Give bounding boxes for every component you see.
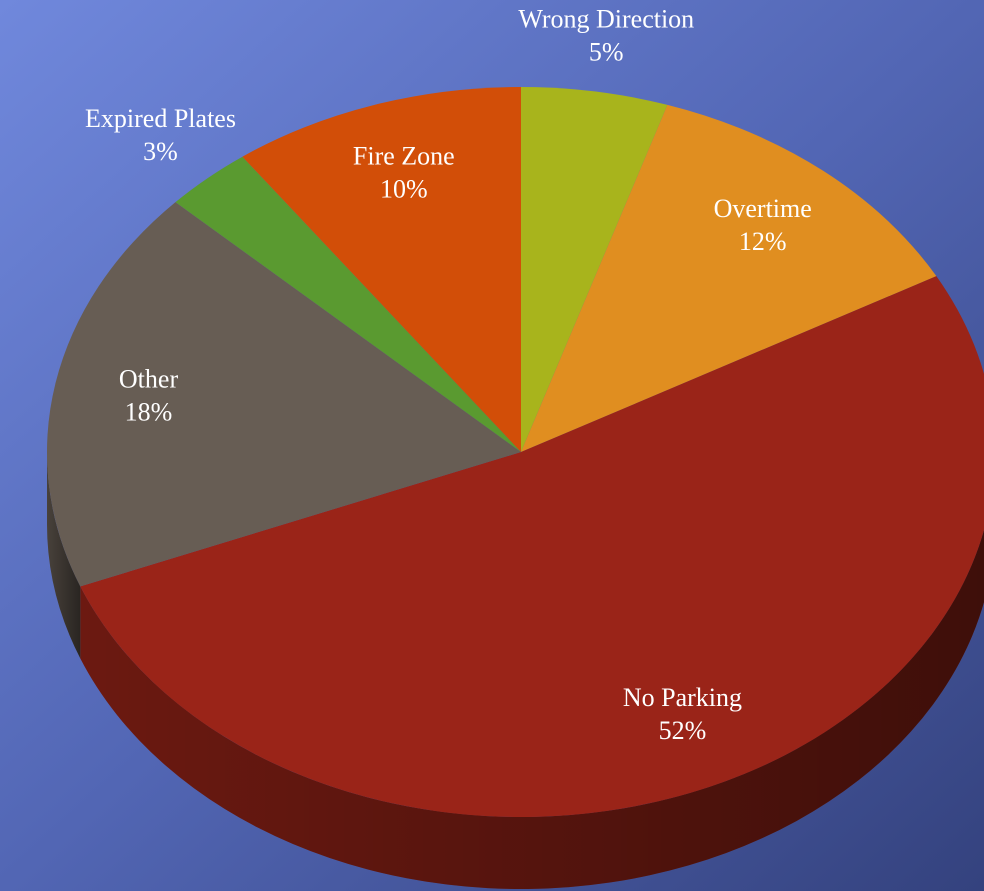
slice-side — [80, 529, 984, 889]
pie-sides — [47, 452, 984, 889]
slice-label: No Parking — [623, 683, 742, 712]
value-label: 12% — [739, 227, 787, 256]
value-label: 10% — [380, 174, 428, 203]
slice — [242, 87, 522, 452]
slice — [521, 104, 937, 452]
pie-tops — [46, 87, 984, 817]
slice — [80, 276, 984, 817]
slice — [46, 202, 521, 587]
slice-label: Fire Zone — [353, 141, 455, 170]
slice-label: Wrong Direction — [518, 4, 694, 33]
value-label: 18% — [125, 397, 173, 426]
slice — [175, 156, 521, 452]
side-shade — [47, 452, 81, 659]
value-label: 3% — [143, 137, 178, 166]
value-label: 5% — [589, 37, 624, 66]
labels: Wrong Direction 5% Overtime 12% No Parking 52… — [85, 4, 812, 745]
slice-label: Expired Plates — [85, 104, 236, 133]
slice-label: Overtime — [714, 194, 812, 223]
value-label: 52% — [659, 716, 707, 745]
slice — [521, 87, 668, 452]
slice-side — [47, 452, 81, 659]
slice-label: Other — [119, 364, 179, 393]
side-shade — [80, 529, 984, 889]
